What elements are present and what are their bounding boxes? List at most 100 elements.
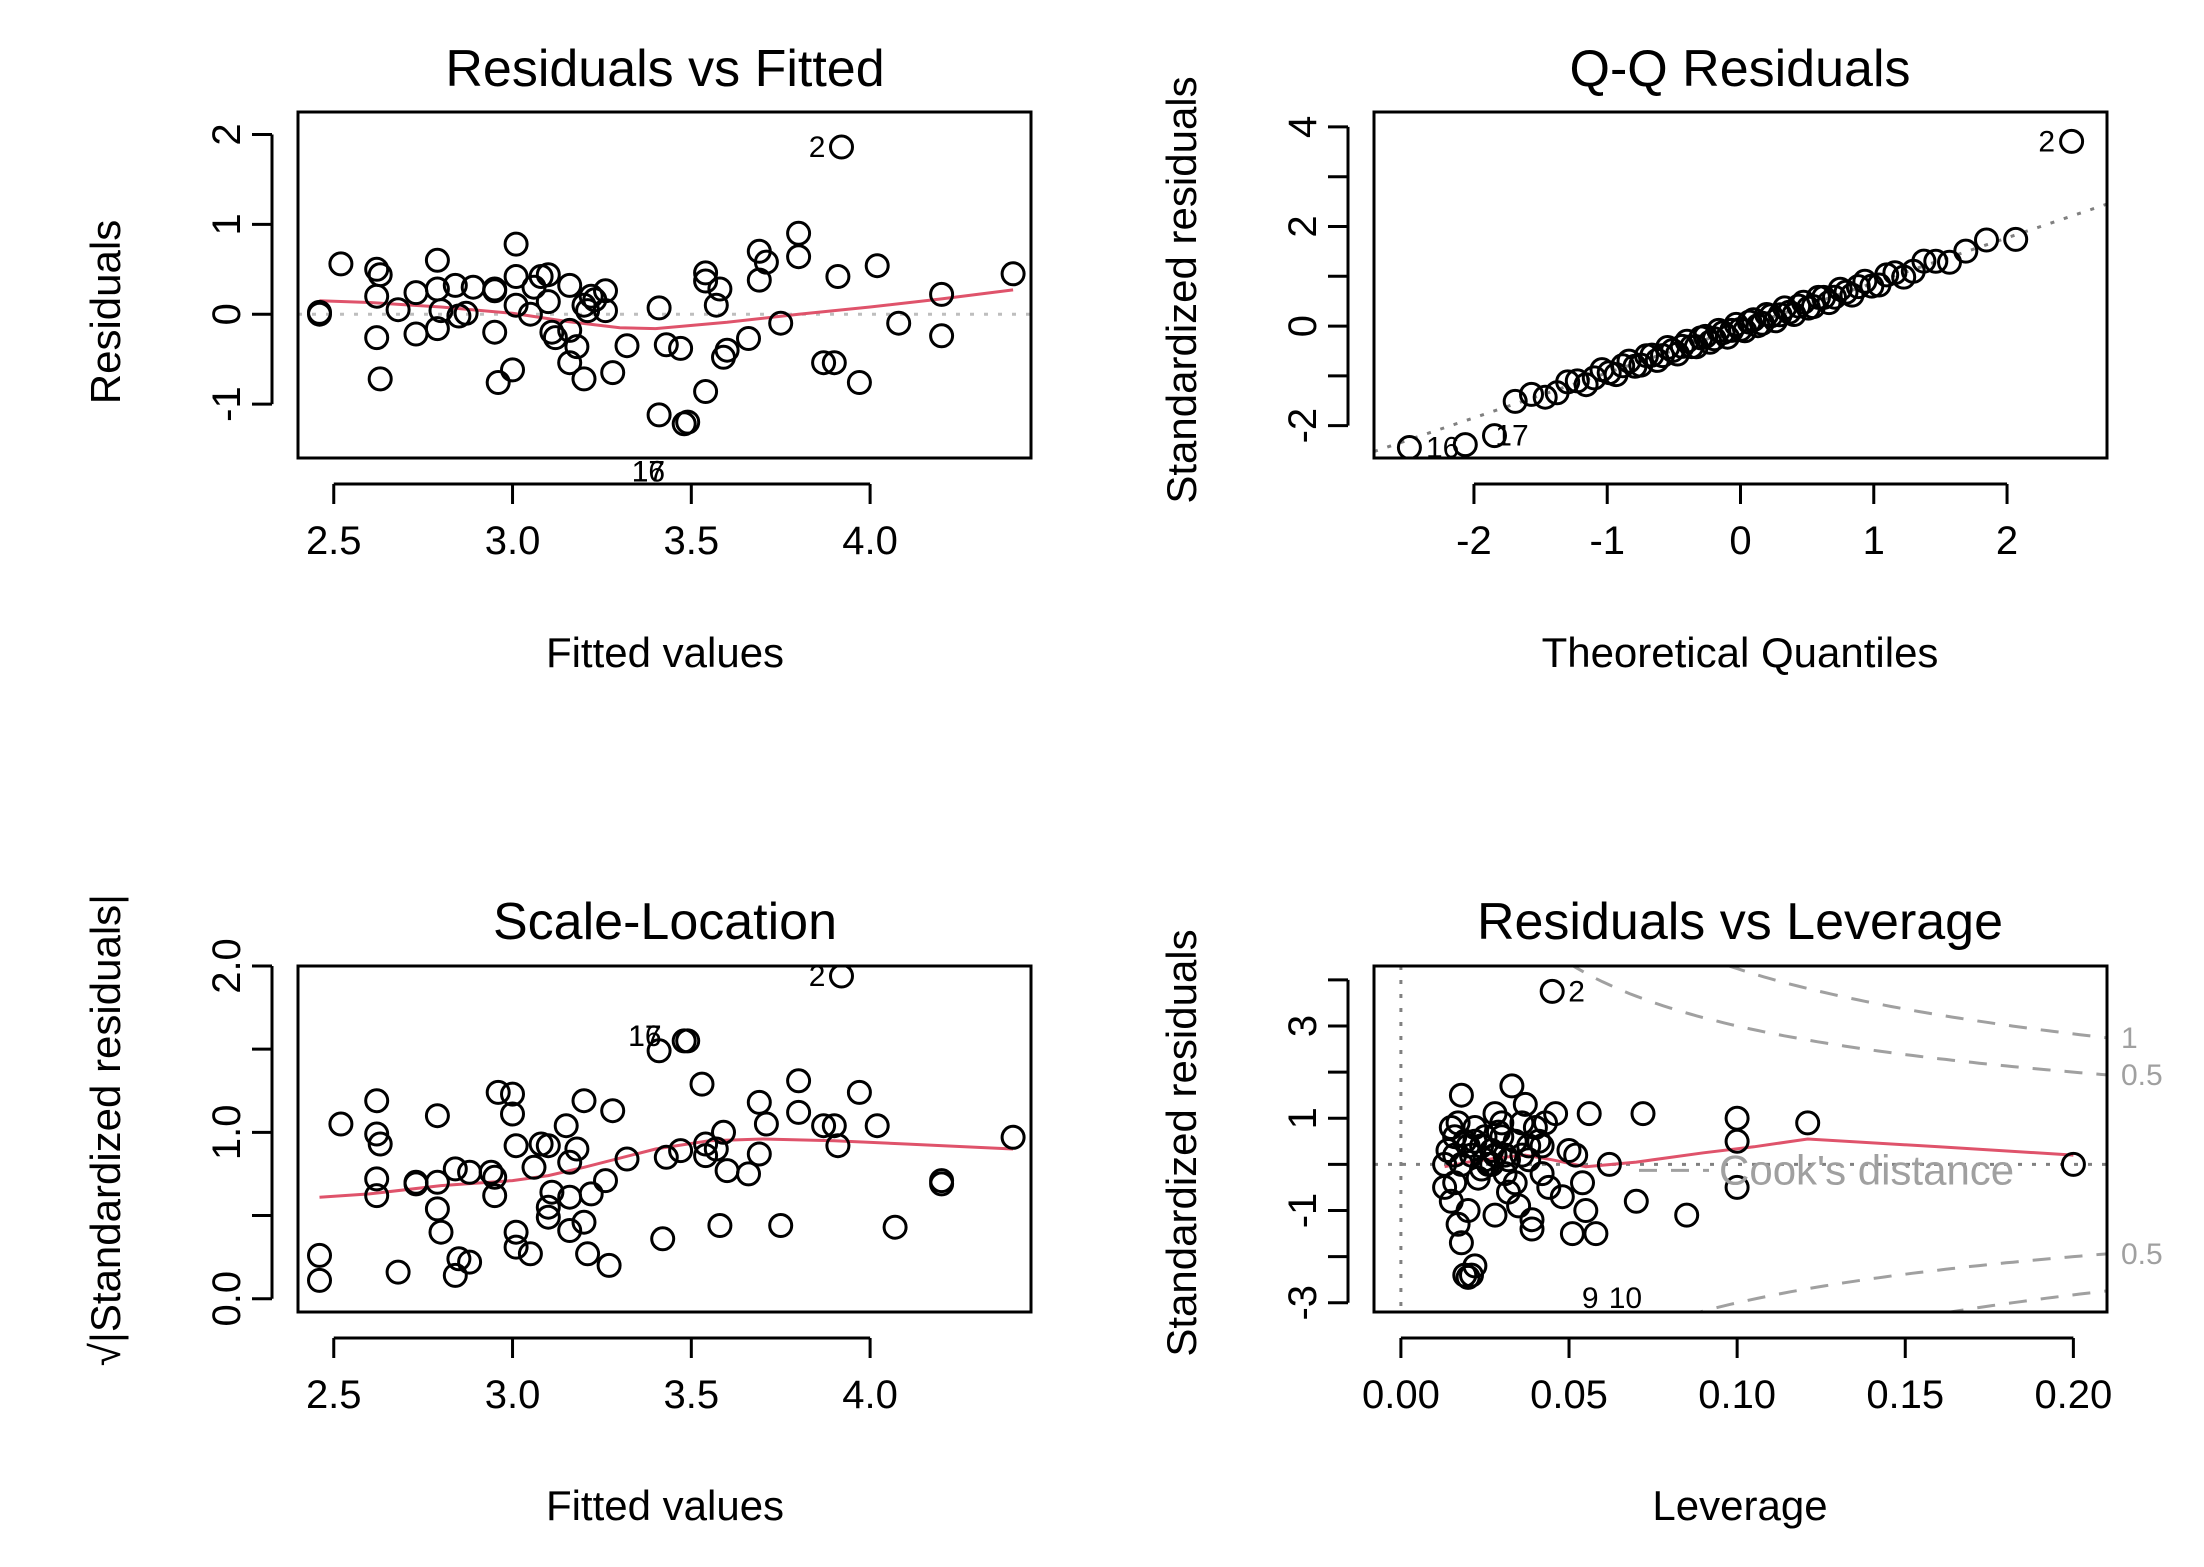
data-point <box>1512 1091 1538 1117</box>
data-point <box>707 1213 733 1238</box>
data-point <box>668 1138 694 1164</box>
y-tick-label: 3 <box>1281 1015 1325 1037</box>
data-point <box>846 1079 872 1105</box>
panel-title: Scale-Location <box>493 893 837 951</box>
x-tick-label: 3.0 <box>485 1373 541 1417</box>
data-point <box>578 283 604 309</box>
point-label: 17 <box>632 455 665 488</box>
data-point <box>1448 1082 1474 1108</box>
plot-area <box>1374 966 2107 1312</box>
data-point <box>328 251 354 277</box>
data-point <box>753 1111 779 1137</box>
data-point <box>1911 248 1937 274</box>
data-point <box>1583 1221 1609 1247</box>
data-point <box>424 316 450 342</box>
data-point <box>703 292 729 318</box>
point-label: 9 <box>1582 1282 1599 1315</box>
data-point <box>1482 423 1507 449</box>
data-point <box>593 278 618 304</box>
data-point <box>1974 227 1999 253</box>
data-point <box>1555 369 1581 395</box>
data-point <box>575 1241 601 1267</box>
data-point <box>1852 268 1878 294</box>
point-label: 2 <box>1568 975 1585 1008</box>
data-point <box>1795 1110 1821 1136</box>
data-point <box>442 1156 468 1182</box>
cooks-contour-label: 1 <box>2121 1022 2138 1055</box>
data-point <box>1556 1138 1582 1163</box>
data-point <box>811 1113 837 1139</box>
x-axis-title: Leverage <box>1652 1482 1827 1529</box>
data-point <box>485 1079 511 1105</box>
y-tick-label: 0.0 <box>205 1271 249 1327</box>
plot-marks: -2 -1 0 1 2 -2 0 2 4 2 16 17 <box>1281 116 2107 563</box>
data-point <box>1529 1161 1555 1187</box>
cooks-contour-label: 0.5 <box>2121 1059 2163 1092</box>
data-point <box>367 366 393 392</box>
x-axis-title: Fitted values <box>546 629 784 676</box>
data-point <box>614 1146 640 1172</box>
data-point <box>675 409 701 435</box>
data-point <box>364 325 390 351</box>
y-tick-label: 2 <box>1281 215 1325 237</box>
x-tick-label: 3.0 <box>485 519 541 563</box>
data-point <box>711 1119 736 1145</box>
data-point <box>653 1144 679 1170</box>
panel-title: Residuals vs Fitted <box>445 40 884 98</box>
data-point <box>703 1136 729 1162</box>
data-point <box>786 1068 812 1094</box>
x-tick-label: 0 <box>1729 519 1751 563</box>
data-point <box>557 1149 583 1175</box>
data-point <box>1923 248 1949 274</box>
data-point <box>557 272 583 298</box>
data-point <box>882 1214 908 1240</box>
x-tick-label: 3.5 <box>664 519 720 563</box>
data-point <box>1502 1170 1528 1196</box>
data-point <box>535 289 561 315</box>
data-point <box>500 1081 525 1107</box>
x-tick-label: 4.0 <box>842 519 898 563</box>
x-tick-label: 0.00 <box>1362 1373 1440 1417</box>
point-label: 16 <box>1426 432 1459 465</box>
data-point <box>307 301 332 327</box>
data-point <box>428 1219 454 1245</box>
data-point <box>2059 128 2085 154</box>
x-tick-label: 0.20 <box>2034 1373 2112 1417</box>
data-point <box>714 337 740 363</box>
y-axis-title: Residuals <box>82 220 129 404</box>
data-point <box>600 360 626 386</box>
y-tick-label: 0 <box>205 303 249 325</box>
data-point <box>811 350 837 376</box>
y-axis-title: Standardized residuals <box>1158 76 1205 503</box>
data-point <box>364 1166 390 1192</box>
data-point <box>1000 1124 1026 1150</box>
data-point <box>307 1242 332 1268</box>
qq-residuals-panel: Q-Q Residuals Theoretical Quantiles Stan… <box>1158 40 2109 676</box>
data-point <box>328 1111 354 1137</box>
data-point <box>457 1249 483 1275</box>
data-point <box>364 256 390 282</box>
point-label: 2 <box>809 960 826 993</box>
data-point <box>557 350 583 376</box>
y-tick-label: 1 <box>205 213 249 235</box>
y-tick-label: 1.0 <box>205 1105 249 1161</box>
x-tick-label: 1 <box>1863 519 1885 563</box>
plot-area <box>1374 128 2107 458</box>
data-point <box>593 1168 618 1194</box>
data-point <box>542 325 568 351</box>
data-point <box>1573 372 1599 398</box>
x-tick-label: 2 <box>1996 519 2018 563</box>
data-point <box>1610 353 1636 379</box>
data-point <box>614 333 640 359</box>
data-point <box>517 1241 543 1267</box>
sqrt-symbol: √ <box>82 1342 129 1366</box>
data-point <box>596 1252 622 1278</box>
plot-marks: 0.00 0.05 0.10 0.15 0.20 -3 -1 1 3 1 0.5 0.5 Cook's … <box>1281 966 2163 1417</box>
data-point <box>825 1133 851 1159</box>
data-point <box>864 1113 890 1139</box>
data-point <box>650 1226 676 1252</box>
x-tick-label: -2 <box>1456 519 1492 563</box>
data-point <box>746 1141 772 1167</box>
data-point <box>668 335 694 361</box>
